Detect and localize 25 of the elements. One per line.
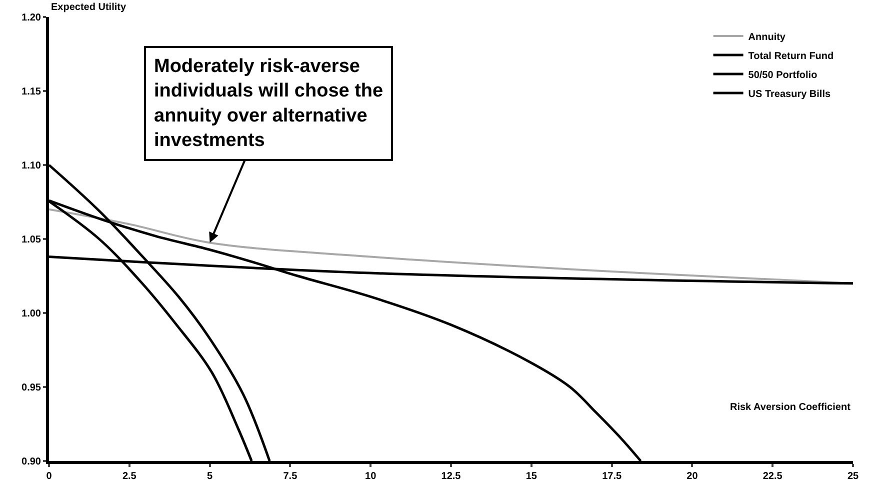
y-tick-label: 1.20 xyxy=(22,12,42,24)
x-tick-label: 5 xyxy=(207,471,214,482)
y-tick-label: 1.15 xyxy=(22,86,42,98)
legend-label: US Treasury Bills xyxy=(748,88,831,100)
x-tick-label: 15 xyxy=(526,471,538,482)
x-tick-label: 10 xyxy=(365,471,377,482)
y-tick-label: 1.10 xyxy=(22,160,42,172)
legend-label: Total Return Fund xyxy=(748,50,834,62)
annotation: Moderately risk-averse individuals will chose the annuity over alternative investments xyxy=(154,56,384,152)
y-tick-label: 0.90 xyxy=(22,456,42,468)
x-tick-label: 12.5 xyxy=(441,471,462,482)
y-tick-label: 0.95 xyxy=(22,382,42,394)
x-tick-label: 25 xyxy=(847,471,859,482)
legend-label: Annuity xyxy=(748,32,786,43)
y-axis-title: Expected Utility xyxy=(51,2,126,13)
x-tick-label: 0 xyxy=(46,471,52,482)
x-tick-label: 20 xyxy=(686,471,698,482)
x-tick-label: 2.5 xyxy=(122,471,137,482)
y-tick-label: 1.05 xyxy=(22,234,42,246)
x-axis-title: Risk Aversion Coefficient xyxy=(730,402,852,413)
x-tick-label: 17.5 xyxy=(602,471,622,482)
legend-label: 50/50 Portfolio xyxy=(748,70,818,81)
x-tick-label: 22.5 xyxy=(762,471,783,482)
x-tick-label: 7.5 xyxy=(283,471,298,482)
y-tick-label: 1.00 xyxy=(22,308,42,320)
